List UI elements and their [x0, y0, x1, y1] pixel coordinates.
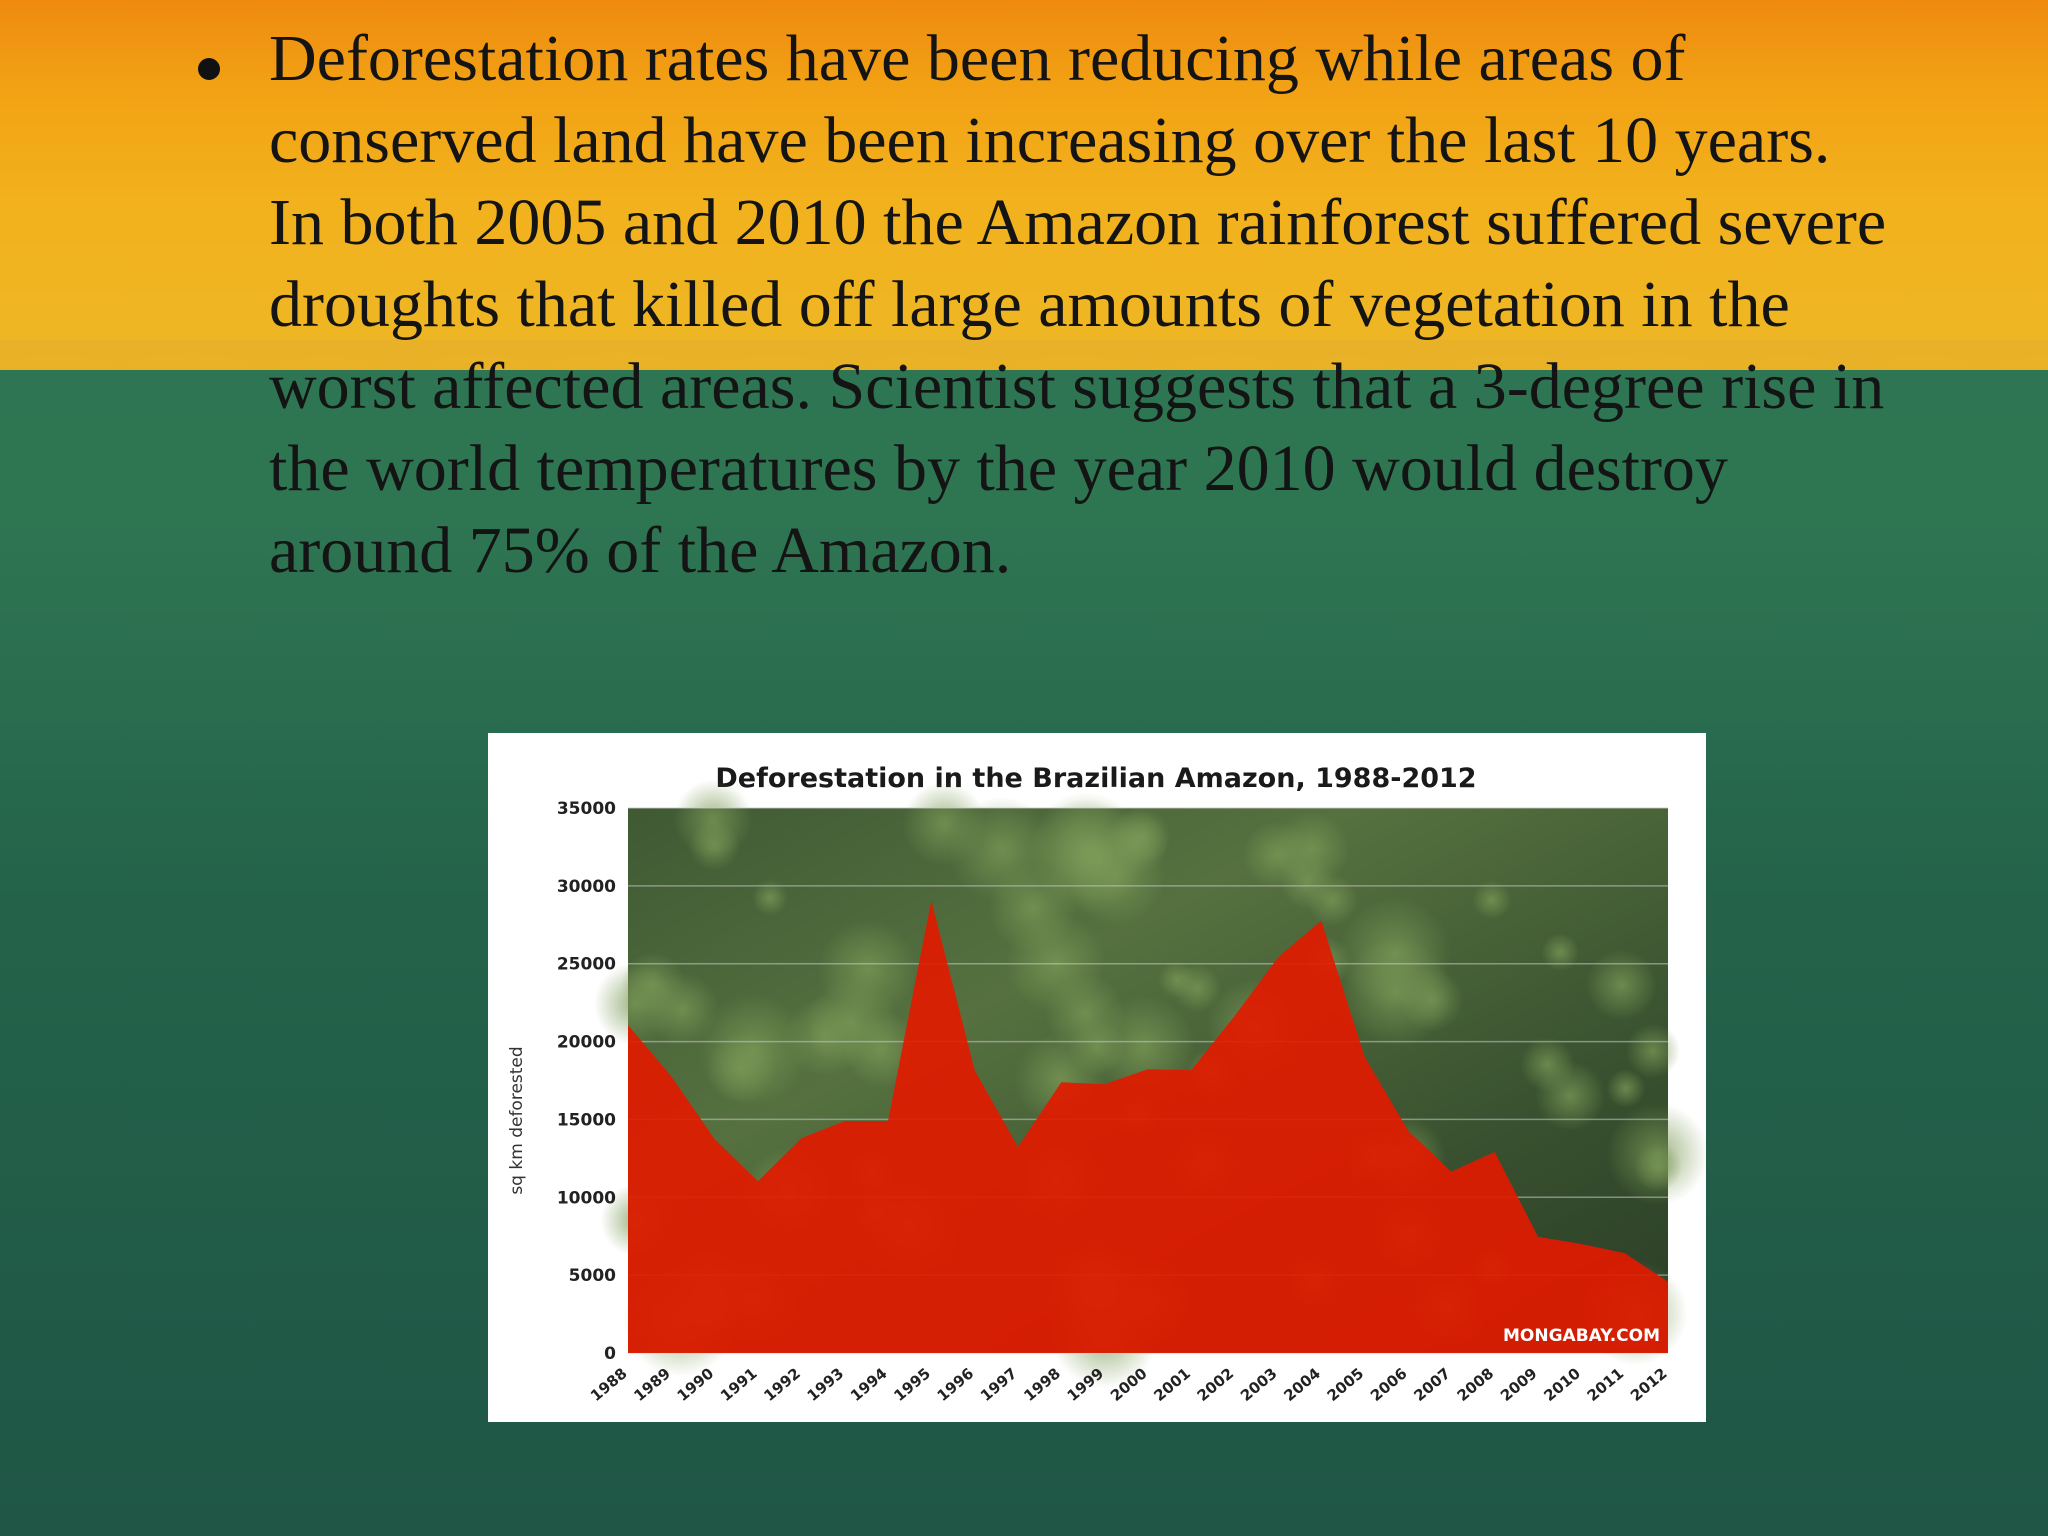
y-tick-label: 15000 — [557, 1110, 616, 1130]
canopy-blob — [688, 819, 740, 871]
deforestation-chart: Deforestation in the Brazilian Amazon, 1… — [488, 733, 1706, 1422]
x-tick-label: 1994 — [847, 1364, 891, 1405]
canopy-blob — [1242, 821, 1312, 890]
chart-title: Deforestation in the Brazilian Amazon, 1… — [715, 763, 1476, 794]
canopy-blob — [1625, 1023, 1681, 1079]
canopy-blob — [706, 1033, 776, 1104]
torn-paper-edge — [0, 340, 2048, 365]
x-tick-label: 1995 — [890, 1364, 934, 1405]
x-tick-label: 1988 — [587, 1364, 631, 1405]
x-tick-label: 2005 — [1324, 1364, 1368, 1405]
canopy-blob — [1585, 949, 1657, 1021]
bullet-dot-icon — [198, 58, 220, 80]
x-tick-label: 2011 — [1584, 1364, 1628, 1405]
canopy-blob — [1535, 1060, 1606, 1131]
x-tick-label: 2001 — [1150, 1364, 1194, 1405]
canopy-blob — [988, 863, 1077, 953]
x-tick-label: 1998 — [1020, 1364, 1064, 1405]
x-tick-label: 2009 — [1497, 1364, 1541, 1405]
canopy-blob — [1633, 1142, 1683, 1192]
bullet-point: Deforestation rates have been reducing w… — [190, 18, 1890, 592]
x-tick-label: 1993 — [804, 1364, 848, 1405]
y-tick-label: 0 — [604, 1344, 616, 1364]
y-tick-label: 35000 — [557, 799, 616, 819]
x-tick-label: 2003 — [1237, 1364, 1281, 1405]
x-tick-label: 1997 — [977, 1364, 1021, 1405]
x-tick-label: 2004 — [1280, 1364, 1324, 1405]
y-tick-label: 20000 — [557, 1033, 616, 1053]
chart-svg: Deforestation in the Brazilian Amazon, 1… — [507, 763, 1706, 1405]
canopy-blob — [1606, 1069, 1646, 1108]
x-tick-label: 1991 — [717, 1364, 761, 1405]
x-tick-label: 2006 — [1367, 1364, 1411, 1405]
canopy-blob — [1306, 873, 1358, 926]
x-tick-label: 1992 — [760, 1364, 804, 1405]
deforestation-area — [628, 900, 1668, 1353]
canopy-blob — [645, 972, 719, 1046]
watermark-text: MONGABAY.COM — [1503, 1326, 1660, 1346]
orange-banner-band — [0, 0, 2048, 370]
canopy-blob — [752, 879, 789, 916]
x-tick-label: 2012 — [1627, 1364, 1671, 1405]
canopy-blob — [1541, 933, 1580, 972]
x-tick-label: 1996 — [934, 1364, 978, 1405]
canopy-blob — [817, 919, 918, 1019]
x-tick-label: 2002 — [1194, 1364, 1238, 1405]
canopy-blob — [902, 782, 987, 867]
y-tick-label: 25000 — [557, 955, 616, 975]
canopy-blob — [1341, 936, 1452, 1048]
x-tick-label: 1989 — [630, 1364, 674, 1405]
x-tick-label: 2007 — [1410, 1364, 1454, 1405]
x-tick-label: 2008 — [1454, 1364, 1498, 1405]
y-tick-label: 10000 — [557, 1188, 616, 1208]
y-tick-label: 30000 — [557, 877, 616, 897]
y-axis-ticks: 0 5000 10000 15000 20000 25000 30000 35000 — [557, 799, 616, 1364]
canopy-blob — [1472, 880, 1512, 920]
bullet-text: Deforestation rates have been reducing w… — [269, 22, 1887, 587]
y-tick-label: 5000 — [569, 1266, 616, 1286]
x-tick-label: 2010 — [1540, 1364, 1584, 1405]
canopy-blob — [1157, 960, 1196, 999]
y-axis-label: sq km deforested — [507, 1046, 527, 1194]
